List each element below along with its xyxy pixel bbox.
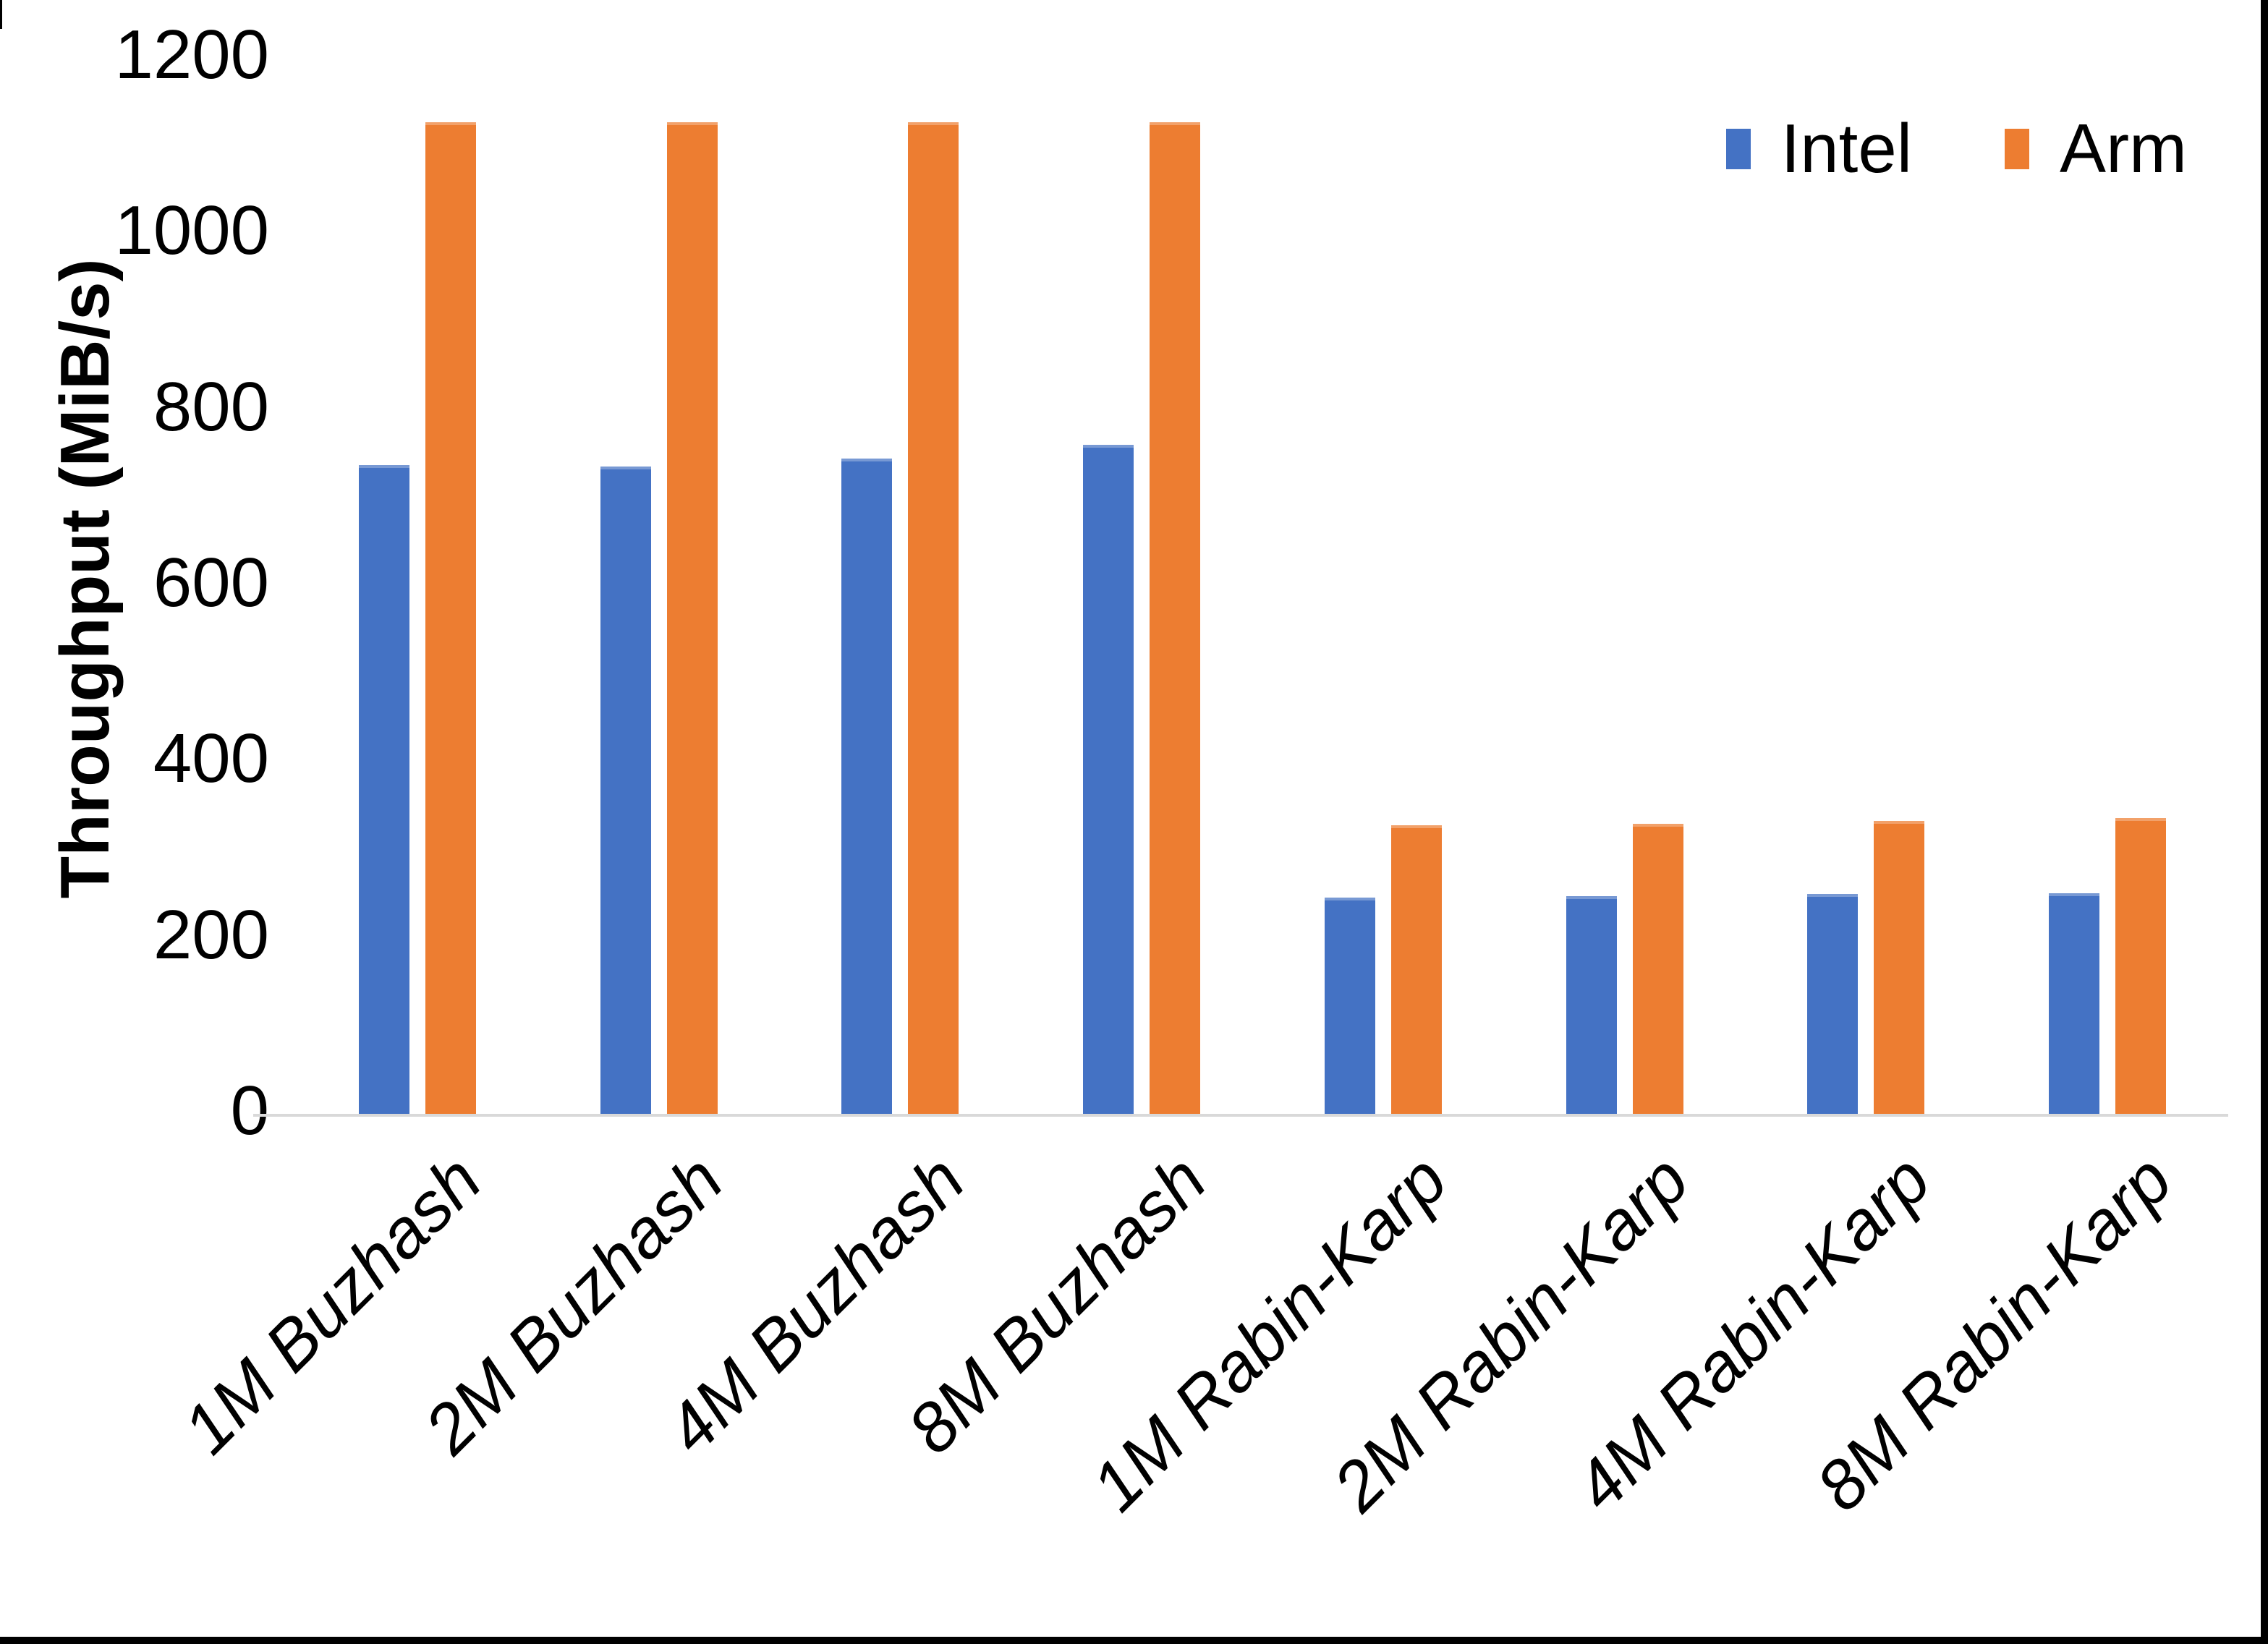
category-group: 1M Buzhash xyxy=(169,58,538,1468)
category-group: 8M Rabin-Karp xyxy=(1801,58,2228,1525)
intel-bar xyxy=(358,465,409,1114)
arm-bar xyxy=(1632,823,1683,1114)
screenshot-border-sliver xyxy=(0,0,2,29)
intel-bar xyxy=(841,458,893,1114)
bar-pair xyxy=(1504,58,1746,1114)
arm-bar xyxy=(425,122,476,1114)
arm-bar xyxy=(2115,818,2167,1114)
screenshot-border-right xyxy=(2261,0,2268,1644)
intel-bar xyxy=(1083,445,1134,1114)
arm-bar xyxy=(1390,825,1442,1114)
bar-pair xyxy=(1262,58,1504,1114)
bar-pair xyxy=(1021,58,1262,1114)
category-group: 2M Buzhash xyxy=(410,58,780,1468)
arm-bar xyxy=(1150,122,1201,1114)
category-group: 4M Buzhash xyxy=(651,58,1022,1468)
intel-bar xyxy=(2049,893,2100,1114)
legend: Intel Arm xyxy=(1725,110,2187,187)
arm-bar xyxy=(908,122,959,1114)
category-group: 4M Rabin-Karp xyxy=(1560,58,1987,1525)
y-tick-label: 0 xyxy=(230,1072,269,1150)
category-group: 8M Buzhash xyxy=(893,58,1262,1468)
bar-pair xyxy=(297,58,538,1114)
screenshot-border-bottom xyxy=(0,1637,2268,1644)
legend-item-intel: Intel xyxy=(1725,110,1913,187)
intel-bar xyxy=(1324,897,1375,1114)
y-tick-label: 600 xyxy=(153,544,269,622)
y-tick-label: 1000 xyxy=(114,192,269,270)
intel-bar xyxy=(600,466,651,1114)
plot-area: 1M Buzhash 2M Buzhash 4M Buzhash 8M Buzhash… xyxy=(169,58,2228,1525)
arm-bar xyxy=(1874,820,1925,1114)
y-tick-label: 1200 xyxy=(114,16,269,94)
y-tick-label: 200 xyxy=(153,895,269,974)
intel-bar xyxy=(1566,896,1617,1114)
bar-pair xyxy=(1987,58,2228,1114)
x-axis-line xyxy=(253,1114,2228,1117)
bar-pair xyxy=(538,58,780,1114)
y-tick-label: 800 xyxy=(153,367,269,446)
category-group: 2M Rabin-Karp xyxy=(1318,58,1746,1525)
arm-bar xyxy=(666,122,718,1114)
legend-label: Arm xyxy=(2060,110,2187,187)
intel-bar xyxy=(1807,893,1859,1114)
intel-legend-swatch-icon xyxy=(1725,129,1751,169)
arm-legend-swatch-icon xyxy=(2005,129,2030,169)
y-tick-label: 400 xyxy=(153,720,269,798)
category-group: 1M Rabin-Karp xyxy=(1077,58,1504,1525)
bar-pair xyxy=(1746,58,1987,1114)
legend-item-arm: Arm xyxy=(2005,114,2187,184)
y-axis: 0 200 400 600 800 1000 1200 xyxy=(0,0,269,1644)
legend-label: Intel xyxy=(1780,110,1913,187)
bar-pair xyxy=(780,58,1022,1114)
